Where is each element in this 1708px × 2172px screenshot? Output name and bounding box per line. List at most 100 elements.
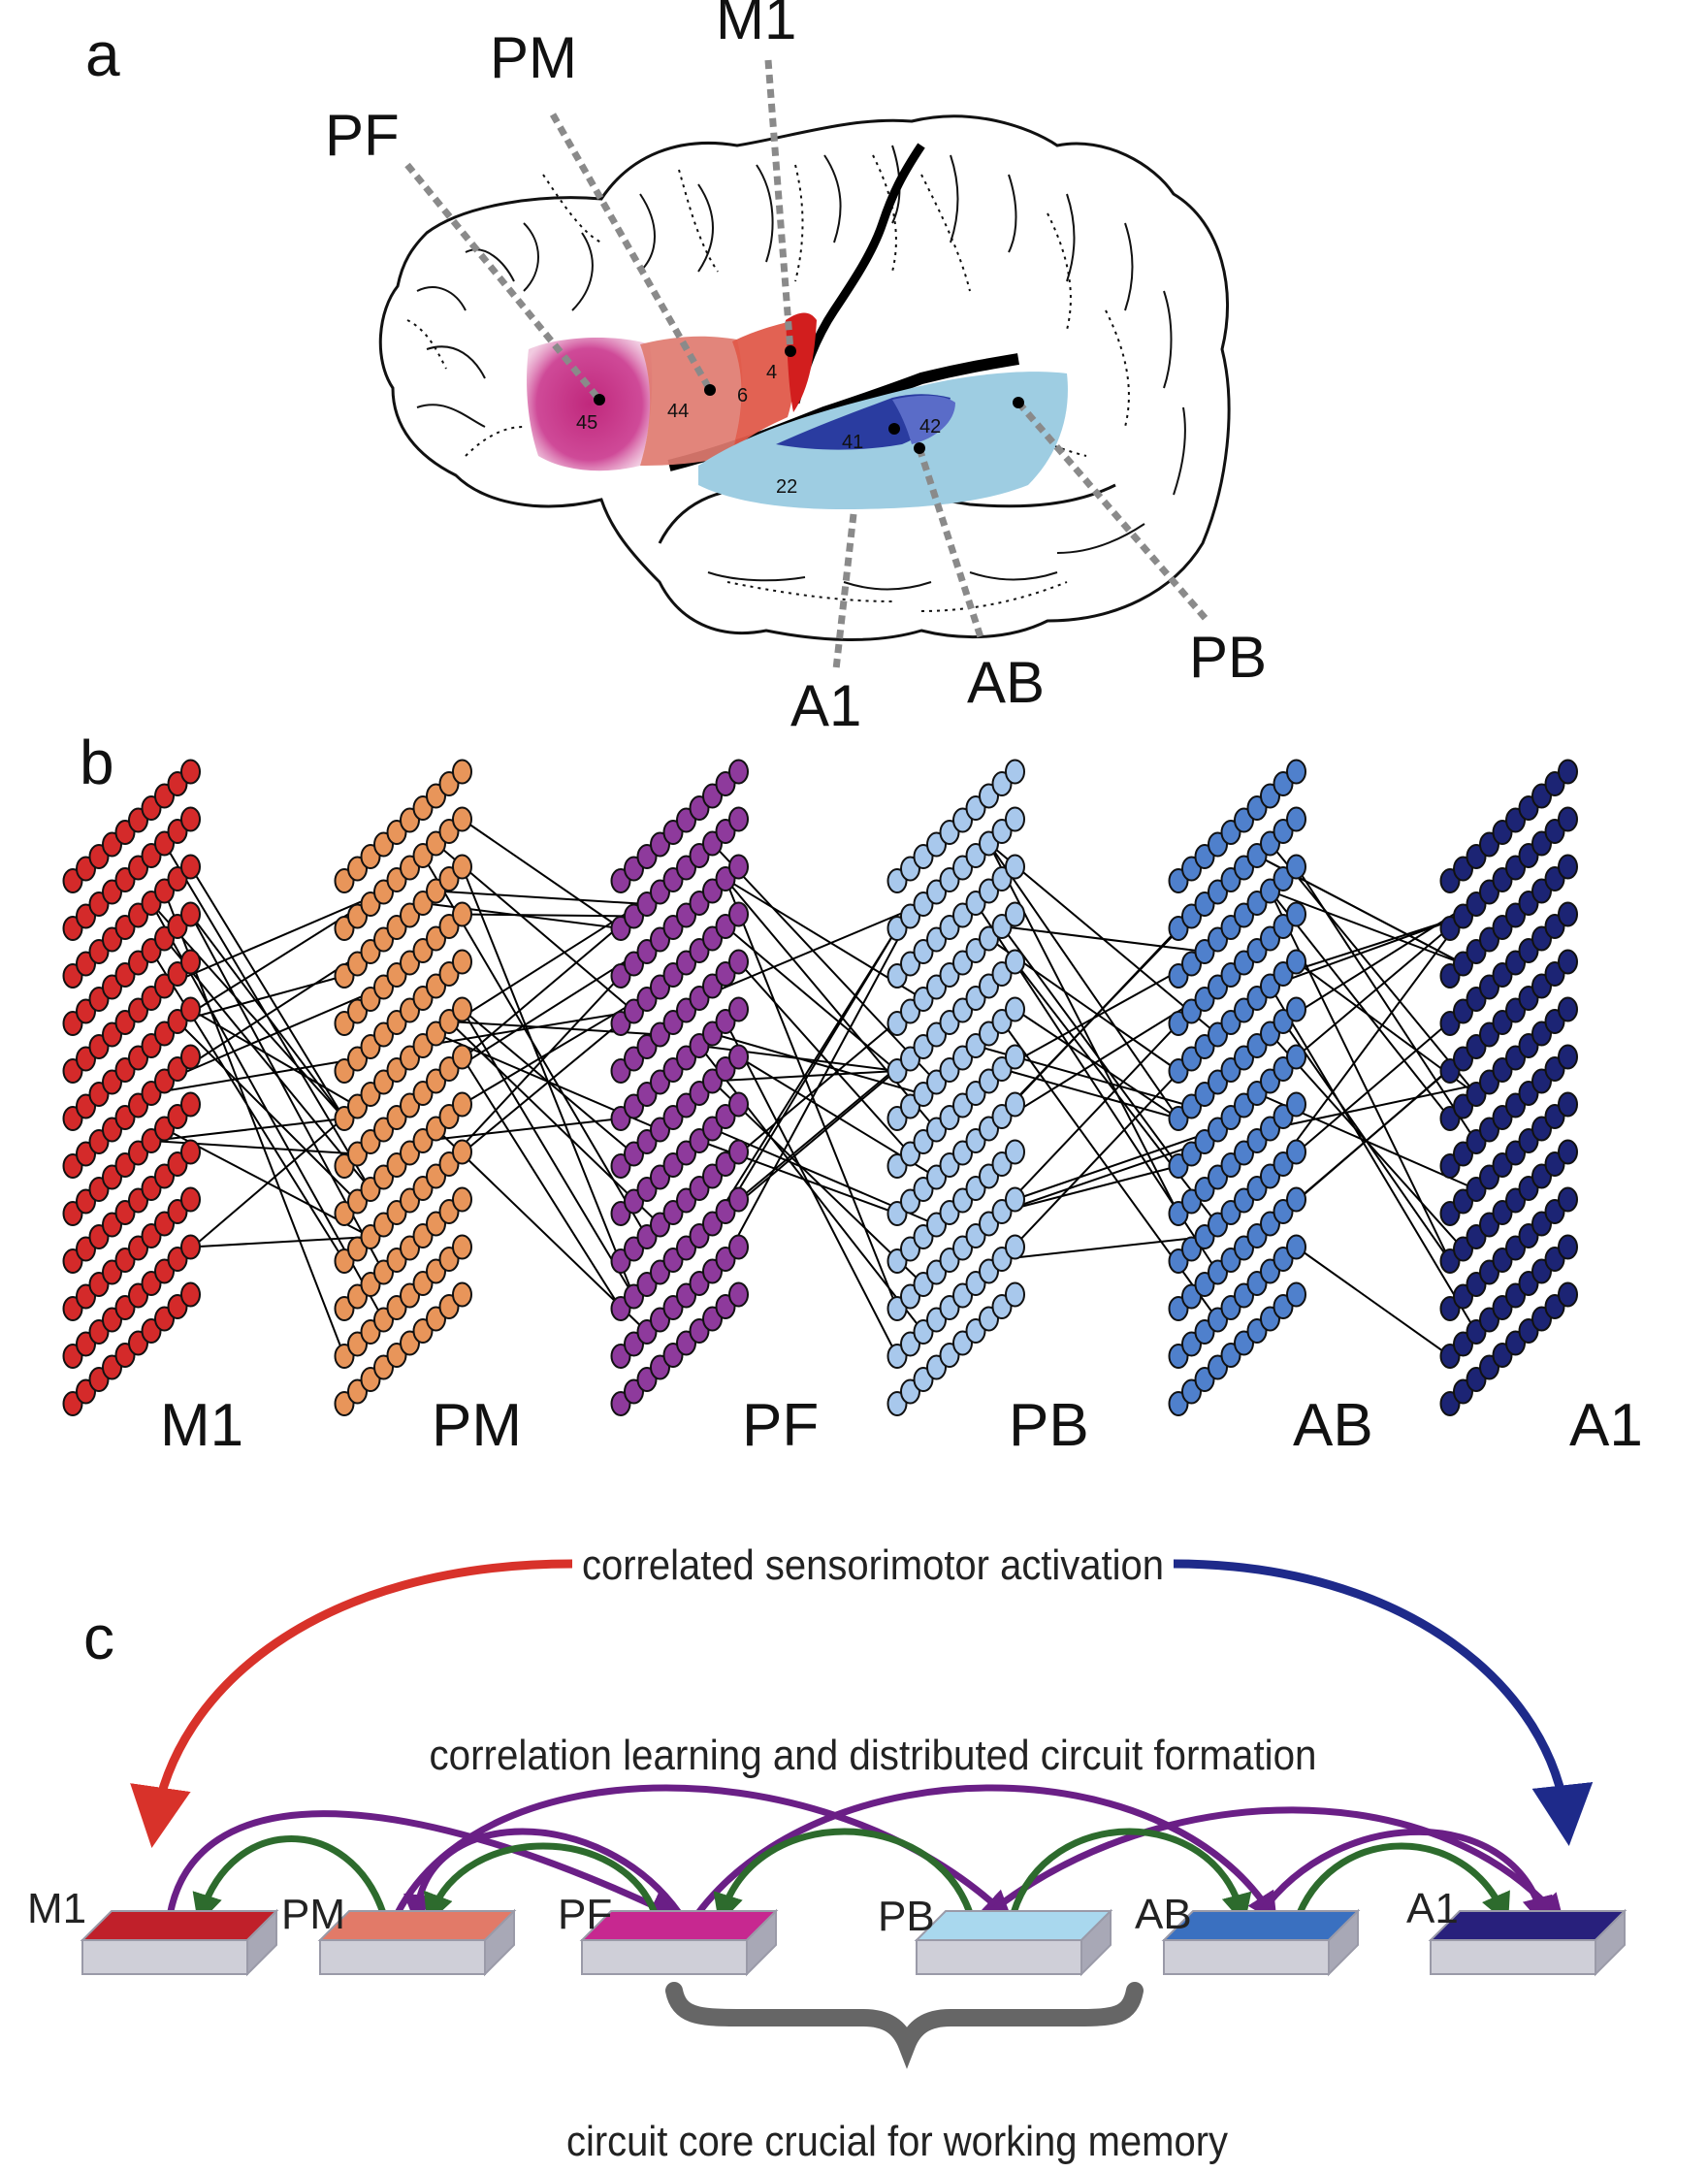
connection-line	[164, 986, 384, 1083]
label-M1: M1	[716, 0, 796, 51]
neuron	[1286, 1091, 1306, 1118]
connection-line	[163, 842, 371, 1190]
neuron	[728, 1281, 749, 1308]
block-side	[1328, 1908, 1359, 1977]
neuron	[728, 1044, 749, 1070]
connection-line	[435, 1127, 648, 1333]
neuron	[1558, 1139, 1578, 1165]
neuron	[1558, 759, 1578, 785]
neuron	[728, 1186, 749, 1213]
neuron	[452, 854, 472, 880]
brodmann-labels: 45 44 6 4 41 42 22	[576, 362, 941, 498]
b-label-PM: PM	[432, 1392, 522, 1459]
neuron	[1005, 901, 1025, 927]
connection-line	[435, 891, 661, 1035]
neuron	[180, 1281, 201, 1308]
label-PF: PF	[325, 103, 400, 168]
neuron	[452, 759, 472, 785]
area-labels-b: M1 PM PF PB AB A1	[160, 1392, 1643, 1459]
connection-line	[1001, 1236, 1206, 1260]
gyri-solid	[416, 145, 1186, 591]
neuron	[728, 996, 749, 1022]
ba-22: 22	[776, 476, 797, 498]
neuron	[452, 1234, 472, 1260]
neuron	[1286, 1186, 1306, 1213]
connection-line	[461, 1055, 622, 1310]
block-side	[1080, 1908, 1112, 1977]
neuron	[1005, 1281, 1025, 1308]
block-top	[914, 1910, 1113, 1941]
neuron	[180, 1186, 201, 1213]
top-caption: correlated sensorimotor activation	[582, 1541, 1164, 1589]
neuron	[1558, 1234, 1578, 1260]
sulci-dotted	[406, 154, 1130, 612]
neuron	[1005, 1234, 1025, 1260]
connection-line	[1001, 962, 1192, 1070]
block-PM	[317, 1908, 517, 1977]
neuron	[1005, 759, 1025, 785]
neuron	[1286, 1281, 1306, 1308]
blue-arrow	[1173, 1559, 1594, 1847]
block-top	[317, 1910, 517, 1941]
connection-line	[698, 903, 924, 999]
region-area-6	[732, 320, 796, 451]
b-label-PF: PF	[742, 1392, 819, 1459]
neuron	[1005, 1044, 1025, 1070]
neuron-area-AB	[1168, 759, 1306, 1416]
neuron	[728, 1091, 749, 1118]
mid-caption: correlation learning and distributed cir…	[430, 1732, 1317, 1779]
ba-45: 45	[576, 412, 597, 434]
connection-line	[1269, 842, 1477, 1095]
ba-42: 42	[919, 416, 941, 438]
connection-lines	[150, 818, 1491, 1357]
neuron	[728, 806, 749, 832]
block-front	[81, 1939, 248, 1975]
neuron-area-M1	[62, 759, 201, 1416]
neuron	[452, 1139, 472, 1165]
neuron	[1558, 996, 1578, 1022]
pointer-dots	[594, 345, 1024, 454]
region-area-45	[527, 338, 653, 471]
connection-line	[150, 902, 345, 1119]
neuron	[1005, 806, 1025, 832]
block-front	[1163, 1939, 1330, 1975]
neuron	[180, 1044, 201, 1070]
connection-line	[462, 913, 634, 918]
area-blocks: M1 PM PF PB AB A1	[27, 1885, 1627, 1977]
connection-line	[1270, 1081, 1490, 1130]
ba-6: 6	[737, 385, 748, 406]
connection-line	[711, 842, 938, 1084]
red-arrow	[130, 1559, 573, 1848]
connection-line	[1014, 1008, 1179, 1119]
region-area-44	[640, 336, 743, 466]
panel-c-label: c	[83, 1603, 114, 1672]
neuron	[728, 854, 749, 880]
c-label-AB: AB	[1135, 1891, 1192, 1938]
pointer-PM	[549, 113, 714, 392]
neuron-area-PF	[610, 759, 749, 1416]
connection-line	[987, 986, 1219, 1130]
neuron	[1286, 996, 1306, 1022]
block-side	[746, 1908, 777, 1977]
neuron	[1558, 901, 1578, 927]
connection-line	[1270, 890, 1464, 965]
working-memory-brace	[665, 1982, 1144, 2069]
connection-line	[189, 865, 345, 1119]
block-M1	[80, 1908, 279, 1977]
neuron	[452, 1186, 472, 1213]
neuron	[1005, 1139, 1025, 1165]
ba-44: 44	[667, 401, 689, 422]
neuron	[1558, 1044, 1578, 1070]
neuron	[1558, 949, 1578, 975]
neuron	[1286, 1139, 1306, 1165]
connection-line	[1269, 985, 1477, 1333]
neuron-area-PB	[886, 759, 1025, 1416]
neuron	[180, 1139, 201, 1165]
cortical-regions	[527, 312, 1068, 509]
neuron	[452, 1281, 472, 1308]
neuron	[452, 949, 472, 975]
panel-a-label: a	[85, 19, 120, 89]
neuron	[1286, 759, 1306, 785]
block-A1	[1428, 1908, 1627, 1977]
connection-line	[1282, 915, 1464, 975]
